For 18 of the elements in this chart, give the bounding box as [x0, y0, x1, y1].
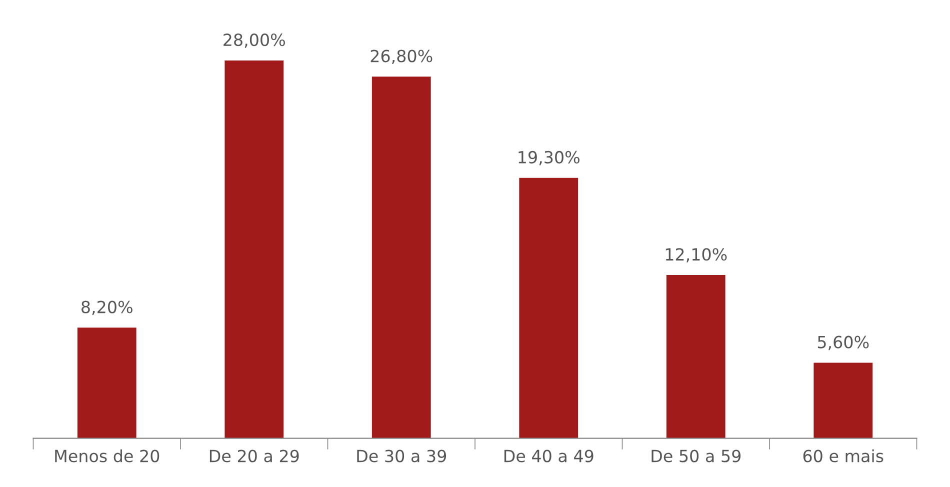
bar — [372, 76, 431, 438]
data-label: 8,20% — [82, 300, 132, 316]
data-label: 5,60% — [818, 336, 869, 350]
bar — [519, 178, 578, 438]
x-tick-label: Menos de 20 — [55, 449, 160, 462]
data-label: 12,10% — [666, 248, 727, 262]
x-tick-label: De 20 a 29 — [210, 450, 299, 462]
data-label: 19,30% — [518, 150, 580, 166]
bar — [666, 275, 726, 438]
x-tick-label: De 50 a 59 — [652, 450, 741, 462]
data-label: 26,80% — [370, 50, 432, 64]
bar — [77, 328, 136, 438]
x-tick-label: De 40 a 49 — [504, 450, 594, 462]
x-tick-label: De 30 a 39 — [357, 450, 446, 462]
bar — [814, 362, 873, 438]
data-label: 28,00% — [224, 34, 285, 48]
bar — [224, 60, 284, 438]
x-tick-label: 60 e mais — [803, 449, 884, 462]
